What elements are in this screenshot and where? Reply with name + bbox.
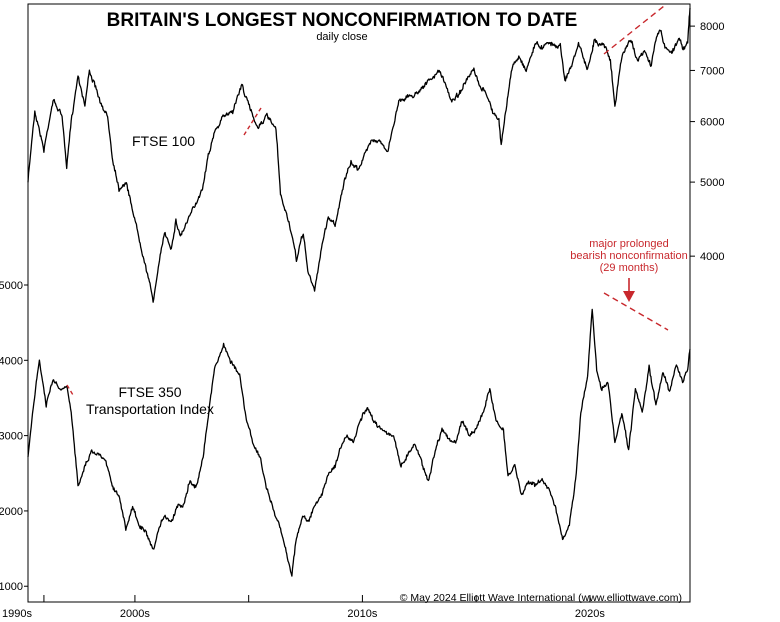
series-layer — [27, 7, 691, 577]
x-axis-tick-label: 2020s — [575, 608, 605, 620]
ftse100-label: FTSE 100 — [132, 133, 195, 149]
chart-subtitle: daily close — [316, 31, 367, 43]
plot-frame — [27, 3, 691, 603]
x-axis-tick-label: 1990s — [2, 608, 32, 620]
right-axis: 4000 5000 6000 7000 8000 — [690, 21, 724, 263]
left-axis-tick-label: 5000 — [0, 280, 23, 292]
right-axis-tick-label: 8000 — [700, 21, 724, 33]
dashed-trend-line-transport-recent — [603, 292, 669, 331]
transport-label-line1: FTSE 350 — [118, 384, 181, 400]
transport-label-line2: Transportation Index — [86, 401, 214, 417]
dashed-trend-line-1997-transport — [66, 384, 74, 396]
annotation-line-2: bearish nonconfirmation — [570, 250, 687, 262]
left-axis-tick-label: 3000 — [0, 431, 23, 443]
arrow-down-icon — [623, 278, 635, 302]
credit-text: © May 2024 Elliott Wave International (w… — [400, 592, 682, 604]
x-axis-tick-label: 2000s — [120, 608, 150, 620]
left-axis-tick-label: 4000 — [0, 355, 23, 367]
dashed-trend-line-2002-ftse — [243, 107, 262, 136]
x-axis: 1990s 2000s 2010s 2020s — [2, 595, 605, 620]
left-axis: 1000 2000 3000 4000 5000 — [0, 280, 28, 593]
chart-title: BRITAIN'S LONGEST NONCONFIRMATION TO DAT… — [107, 10, 578, 31]
right-axis-tick-label: 7000 — [700, 65, 724, 77]
right-axis-tick-label: 6000 — [700, 117, 724, 129]
ftse100-series-line — [27, 7, 691, 303]
dashed-trend-line-ftse-recent — [603, 5, 665, 55]
left-axis-tick-label: 2000 — [0, 506, 23, 518]
transport-series-line — [27, 308, 691, 577]
annotation-line-3: (29 months) — [600, 262, 659, 274]
annotation-line-1: major prolonged — [589, 238, 669, 250]
right-axis-tick-label: 4000 — [700, 251, 724, 263]
x-axis-tick-label: 2010s — [347, 608, 377, 620]
right-axis-tick-label: 5000 — [700, 177, 724, 189]
left-axis-tick-label: 1000 — [0, 581, 23, 593]
